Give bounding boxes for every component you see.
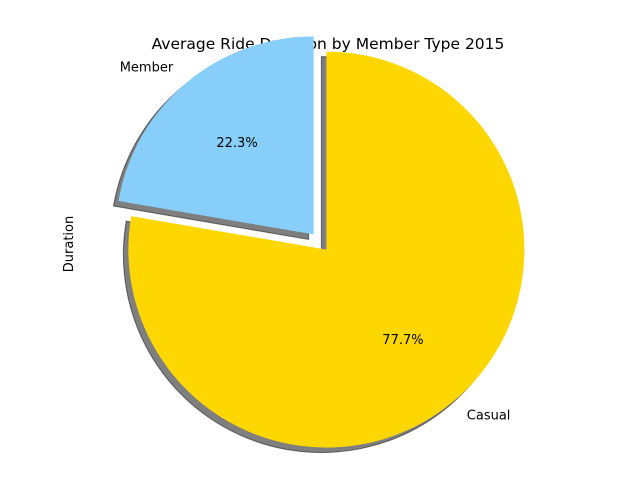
slice-layer xyxy=(118,36,525,448)
chart-title: Average Ride Duration by Member Type 201… xyxy=(152,35,505,53)
slice-percent-casual: 77.7% xyxy=(382,333,423,348)
pie-slice-casual xyxy=(128,51,525,448)
slice-label-casual: Casual xyxy=(467,409,511,424)
pie-slice-member xyxy=(118,36,314,235)
slice-percent-member: 22.3% xyxy=(216,136,257,151)
slice-label-member: Member xyxy=(120,60,174,75)
y-axis-label: Duration xyxy=(62,216,77,272)
label-layer: Member 22.3% Casual 77.7% xyxy=(120,60,511,423)
